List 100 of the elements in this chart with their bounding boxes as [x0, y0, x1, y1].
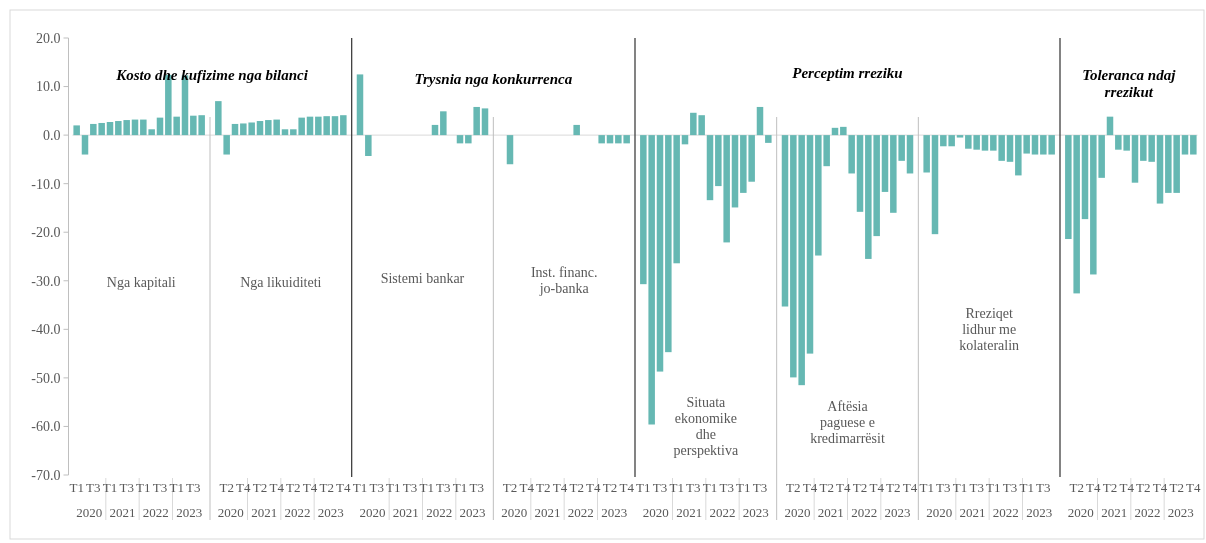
bar [256, 121, 264, 136]
x-tick-label: T2 [252, 480, 268, 495]
x-tick-label: T3 [469, 480, 484, 495]
bar [731, 135, 739, 208]
x-tick-label: T4 [802, 480, 818, 495]
text: 2020 [359, 505, 386, 520]
text: 2022 [709, 505, 736, 520]
bar [1081, 135, 1089, 220]
x-tick-label: T4 [619, 480, 635, 495]
x-tick-label: T2 [886, 480, 901, 495]
annotation: Rreziqet lidhur me kolateralin [959, 306, 1020, 353]
bar [1006, 135, 1014, 162]
x-tick-label: T2 [286, 480, 301, 495]
bar [706, 135, 714, 201]
text: 2022 [284, 505, 311, 520]
bar [365, 135, 372, 156]
x-tick-label: T1 [1019, 480, 1034, 495]
annotation: Nga kapitali [106, 275, 176, 290]
annotation: Nga likuiditeti [240, 275, 322, 290]
text: 2023 [742, 505, 769, 520]
x-tick-label: T2 [602, 480, 618, 495]
bar [1031, 135, 1039, 155]
annotation: Trysnia nga konkurrenca [414, 71, 573, 87]
x-tick-label: T1 [452, 480, 468, 495]
x-tick-label: T3 [1002, 480, 1018, 495]
bar [340, 115, 347, 136]
x-tick-label: T4 [1086, 480, 1102, 495]
bar [106, 122, 114, 136]
text: 2021 [251, 505, 278, 520]
annotation: Perceptim rreziku [792, 65, 903, 81]
x-tick-label: T1 [986, 480, 1001, 495]
text: 2020 [784, 505, 811, 520]
x-tick-label: T2 [219, 480, 234, 495]
x-tick-label: T3 [936, 480, 951, 495]
bar [73, 125, 80, 136]
bar [223, 135, 230, 155]
x-tick-label: T2 [1136, 480, 1151, 495]
x-tick-label: T4 [1119, 480, 1135, 495]
bar [598, 135, 605, 144]
bar [881, 135, 889, 192]
text: 2020 [642, 505, 669, 520]
x-tick-label: T4 [869, 480, 885, 495]
annotation: Aftësia paguese e kredimarrësit [810, 399, 885, 446]
x-tick-label: T4 [1186, 480, 1202, 495]
x-tick-label: T4 [902, 480, 918, 495]
x-tick-label: T1 [102, 480, 118, 495]
x-tick-label: T4 [302, 480, 318, 495]
bar [506, 135, 514, 165]
x-tick-label: T2 [502, 480, 518, 495]
bar [681, 135, 689, 145]
text: 2021 [676, 505, 703, 520]
bar [923, 135, 930, 173]
x-tick-label: T3 [186, 480, 201, 495]
y-tick-label: 20.0 [36, 30, 61, 46]
bar [848, 135, 855, 174]
bar [656, 135, 664, 372]
bar [281, 129, 289, 136]
x-tick-label: T3 [1036, 480, 1051, 495]
annotation: Sistemi bankar [380, 271, 465, 286]
text: 2021 [392, 505, 419, 520]
y-tick-label: 0.0 [43, 128, 61, 144]
text: 2020 [1067, 505, 1094, 520]
x-tick-label: T3 [119, 480, 134, 495]
x-tick-label: T3 [402, 480, 418, 495]
text: 2022 [567, 505, 594, 520]
bar [1131, 135, 1139, 183]
annotation: Situata ekonomike dhe perspektiva [673, 395, 739, 458]
bar [473, 106, 480, 136]
bar [573, 124, 580, 136]
annotation: Toleranca ndaj rrezikut [1082, 67, 1177, 100]
bar [465, 135, 472, 144]
bar [765, 135, 772, 143]
x-tick-label: T2 [1102, 480, 1118, 495]
annotation: Inst. financ. jo-banka [530, 265, 598, 296]
text: 2021 [1101, 505, 1128, 520]
y-tick-label: -60.0 [31, 419, 61, 435]
bar [806, 135, 814, 354]
text: 2021 [817, 505, 844, 520]
x-tick-label: T3 [86, 480, 101, 495]
bar [306, 116, 314, 136]
x-tick-label: T2 [1069, 480, 1084, 495]
x-tick-label: T1 [386, 480, 401, 495]
x-tick-label: T4 [1152, 480, 1168, 495]
text: 2021 [109, 505, 136, 520]
text: 2023 [176, 505, 203, 520]
x-tick-label: T4 [519, 480, 535, 495]
bar [956, 135, 964, 138]
y-tick-label: -50.0 [31, 370, 61, 386]
text: 2023 [884, 505, 911, 520]
x-tick-label: T2 [819, 480, 834, 495]
bar [231, 123, 239, 136]
x-tick-label: T3 [719, 480, 734, 495]
x-tick-label: T1 [952, 480, 968, 495]
y-tick-label: 10.0 [36, 79, 61, 95]
x-tick-label: T3 [152, 480, 168, 495]
text: 2023 [1026, 505, 1053, 520]
y-tick-label: -70.0 [31, 467, 61, 483]
x-tick-label: T2 [569, 480, 584, 495]
x-tick-label: T1 [69, 480, 84, 495]
text: 2022 [992, 505, 1019, 520]
